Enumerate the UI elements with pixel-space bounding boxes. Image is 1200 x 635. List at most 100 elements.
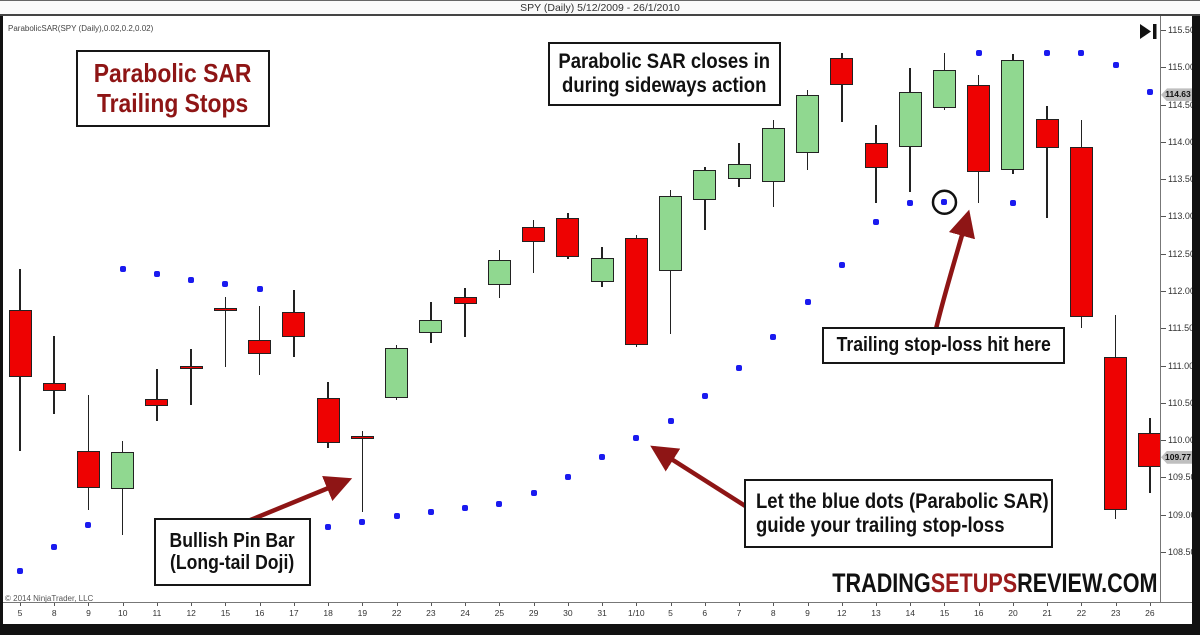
candle-wick: [53, 335, 55, 415]
time-axis-tick: [876, 602, 877, 606]
time-axis-tick: [88, 602, 90, 606]
time-axis-tick: [1149, 602, 1151, 606]
time-axis-tick: [122, 602, 124, 606]
price-axis-tick: [1161, 402, 1166, 404]
time-axis-tick: [944, 602, 946, 606]
candle-body: [453, 296, 477, 304]
parabolic-sar-dot: [1009, 200, 1016, 206]
time-axis-label: 15: [220, 608, 231, 618]
guide-note-box: Let the blue dots (Parabolic SAR) guide …: [744, 479, 1053, 548]
candle-wick: [361, 431, 364, 512]
candle-body: [419, 320, 443, 333]
time-axis-tick: [293, 602, 295, 606]
time-axis-label: 12: [186, 608, 196, 618]
time-axis-label: 12: [837, 608, 847, 618]
candle-body: [659, 196, 683, 271]
price-axis-label: 111.00: [1168, 360, 1195, 371]
time-axis-label: 30: [563, 608, 573, 618]
candle-body: [693, 170, 717, 200]
parabolic-sar-dot: [907, 200, 914, 206]
window-titlebar: SPY (Daily) 5/12/2009 - 26/1/2010: [0, 0, 1200, 16]
candle-body: [316, 398, 340, 444]
candle-body: [42, 382, 66, 391]
price-axis-tick: [1161, 179, 1166, 181]
time-axis-tick: [20, 602, 21, 606]
indicator-label: ParabolicSAR(SPY (Daily),0.02,0.2,0.02): [8, 24, 154, 33]
parabolic-sar-dot: [701, 393, 708, 400]
time-axis-tick: [1047, 602, 1049, 606]
parabolic-sar-dot: [975, 50, 982, 57]
time-axis-label: 1/10: [628, 608, 645, 618]
time-axis-tick: [225, 602, 227, 606]
time-axis-label: 16: [973, 608, 984, 618]
go-to-end-icon[interactable]: [1140, 24, 1158, 39]
time-axis-tick: [533, 602, 535, 606]
price-axis-label: 113.50: [1168, 174, 1195, 185]
candle-body: [1138, 432, 1162, 467]
price-axis-tick: [1161, 477, 1166, 479]
price-axis-tick: [1161, 141, 1166, 143]
candle-body: [8, 309, 32, 377]
parabolic-sar-dot: [427, 508, 434, 515]
candle-body: [179, 366, 203, 369]
time-axis-tick: [259, 602, 261, 606]
price-axis-tick: [1161, 216, 1166, 218]
time-axis-tick: [465, 602, 467, 606]
candle-body: [145, 399, 169, 406]
candle-body: [864, 143, 888, 168]
candle-body: [967, 85, 991, 172]
time-axis-tick: [1081, 602, 1083, 606]
price-axis-tick: [1161, 328, 1166, 330]
price-tag: 109.77: [1161, 450, 1195, 464]
parabolic-sar-dot: [325, 523, 332, 530]
candle-body: [385, 347, 409, 399]
time-axis-tick: [704, 602, 706, 606]
parabolic-sar-dot: [1078, 50, 1085, 57]
parabolic-sar-dot: [770, 334, 777, 341]
pin-bar-arrow: [247, 476, 353, 524]
candle-body: [556, 217, 580, 257]
price-axis-separator: [1160, 16, 1161, 603]
candle-body: [1001, 59, 1025, 171]
sideways-note-text: Parabolic SAR closes in during sideways …: [558, 50, 771, 97]
candle-body: [111, 452, 135, 489]
parabolic-sar-dot: [530, 490, 537, 497]
parabolic-sar-dot: [17, 567, 23, 574]
price-axis-label: 114.00: [1168, 136, 1195, 147]
candle-body: [1104, 356, 1128, 511]
time-axis-tick: [841, 602, 843, 606]
parabolic-sar-dot: [564, 473, 571, 480]
candle-wick: [532, 220, 535, 274]
stop-hit-arrow: [933, 209, 975, 330]
price-axis-label: 108.50: [1168, 546, 1196, 557]
time-axis-label: 25: [494, 608, 505, 618]
window-title: SPY (Daily) 5/12/2009 - 26/1/2010: [520, 2, 680, 14]
price-axis-tick: [1161, 290, 1166, 292]
time-axis-tick: [191, 602, 193, 606]
time-axis-tick: [328, 602, 330, 606]
time-axis-label: 31: [597, 608, 607, 618]
time-axis-tick: [1115, 602, 1117, 606]
parabolic-sar-dot: [599, 454, 606, 461]
price-axis-tick: [1161, 30, 1166, 31]
price-axis-tick: [1161, 440, 1166, 442]
candle-body: [522, 226, 546, 242]
parabolic-sar-dot: [1044, 50, 1051, 57]
window-frame-right: [1192, 16, 1200, 635]
price-tag: 114.63: [1161, 88, 1195, 102]
time-axis-separator: [3, 602, 1192, 603]
candle-body: [76, 451, 100, 488]
time-axis-label: 8: [770, 608, 776, 618]
time-axis-label: 23: [426, 608, 436, 618]
parabolic-sar-dot: [838, 261, 845, 268]
parabolic-sar-dot: [667, 417, 674, 424]
candle-body: [1069, 147, 1093, 318]
price-axis-label: 112.50: [1168, 248, 1195, 259]
time-axis-label: 14: [905, 608, 915, 618]
candle-wick: [1046, 106, 1048, 218]
parabolic-sar-dot: [222, 281, 229, 288]
price-axis-label: 114.50: [1168, 99, 1195, 110]
time-axis-label: 9: [805, 608, 810, 618]
parabolic-sar-dot: [462, 504, 469, 511]
window-frame-left: [0, 16, 3, 635]
